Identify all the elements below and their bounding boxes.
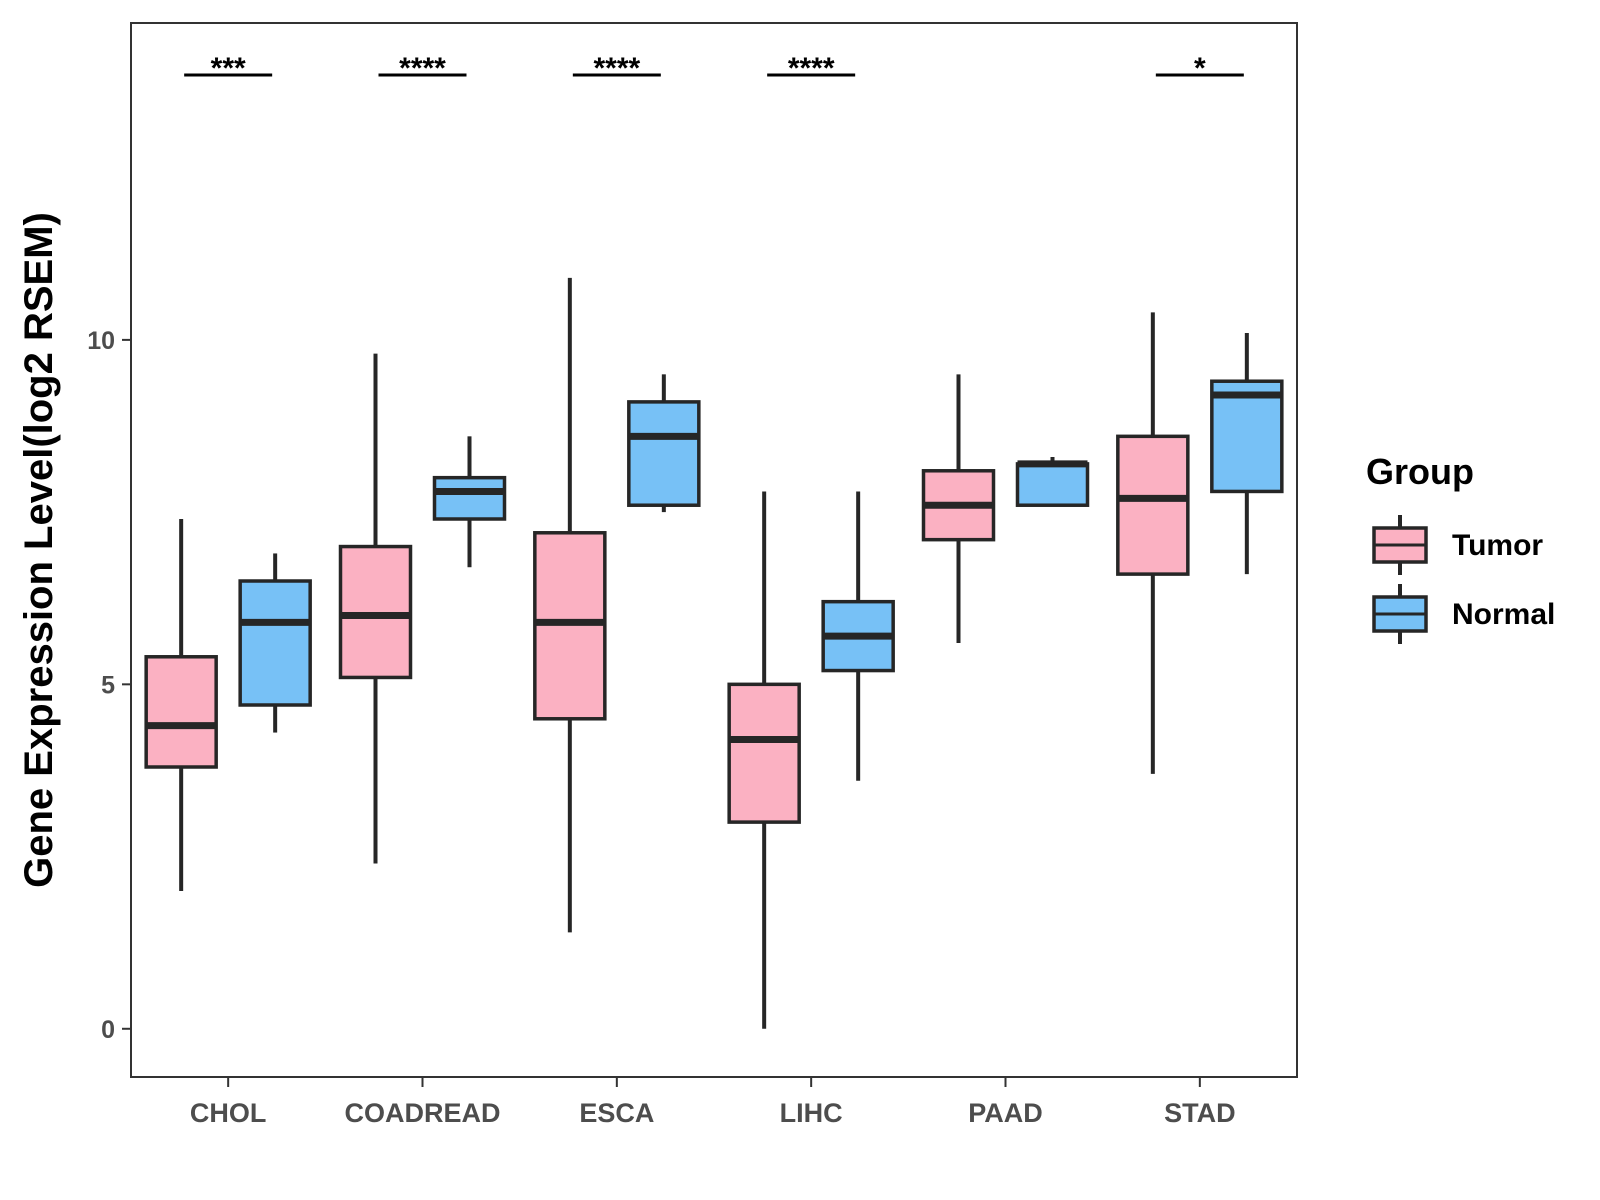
legend-item-normal: Normal xyxy=(1372,584,1555,644)
legend-item-tumor: Tumor xyxy=(1372,515,1543,575)
normal-box-chol xyxy=(238,553,312,733)
x-tick-label: PAAD xyxy=(968,1098,1043,1128)
tumor-box-chol xyxy=(144,519,218,891)
tumor-box-paad xyxy=(921,374,996,643)
y-tick-label: 0 xyxy=(101,1016,115,1044)
axis-layer: 0 5 10 CHOL COADREAD ESCA LIHC PAAD STAD xyxy=(87,327,1235,1128)
x-tick-label: CHOL xyxy=(190,1098,267,1128)
significance-lihc: **** xyxy=(767,52,856,85)
tumor-box-stad xyxy=(1116,312,1190,774)
x-tick-label: ESCA xyxy=(579,1098,654,1128)
iqr-box xyxy=(1116,434,1190,576)
x-tick-label: LIHC xyxy=(780,1098,843,1128)
normal-box-esca xyxy=(627,374,701,513)
normal-box-lihc xyxy=(821,491,895,781)
iqr-box xyxy=(144,655,218,769)
significance-chol: *** xyxy=(184,52,273,85)
significance-label: *** xyxy=(211,52,246,85)
significance-stad: * xyxy=(1155,52,1244,85)
significance-label: * xyxy=(1194,52,1206,85)
legend-label: Normal xyxy=(1452,598,1555,631)
tumor-box-esca xyxy=(533,277,607,933)
iqr-box xyxy=(727,682,801,824)
x-tick-label: STAD xyxy=(1164,1098,1236,1128)
legend-label: Tumor xyxy=(1452,529,1543,562)
iqr-box xyxy=(238,579,312,707)
significance-label: **** xyxy=(788,52,835,85)
y-tick-label: 5 xyxy=(101,671,115,699)
significance-label: **** xyxy=(399,52,446,85)
legend-title: Group xyxy=(1366,451,1474,492)
normal-box-coadread xyxy=(432,436,507,568)
iqr-box xyxy=(1015,462,1090,507)
significance-label: **** xyxy=(593,52,640,85)
iqr-box xyxy=(627,400,701,507)
tumor-box-coadread xyxy=(338,353,413,864)
y-tick-label: 10 xyxy=(87,327,115,355)
plot-layer: *** **** **** **** * xyxy=(144,52,1284,1029)
x-tick-label: COADREAD xyxy=(344,1098,500,1128)
iqr-box xyxy=(1210,379,1284,494)
iqr-box xyxy=(432,475,507,521)
y-axis-title: Gene Expression Level(log2 RSEM) xyxy=(17,212,61,888)
significance-esca: **** xyxy=(572,52,661,85)
legend: Group Tumor Normal xyxy=(1366,451,1555,644)
normal-box-paad xyxy=(1015,457,1090,507)
significance-coadread: **** xyxy=(378,52,467,85)
tumor-box-lihc xyxy=(727,491,801,1029)
normal-box-stad xyxy=(1210,333,1284,575)
plot-panel-border xyxy=(130,22,1298,1078)
